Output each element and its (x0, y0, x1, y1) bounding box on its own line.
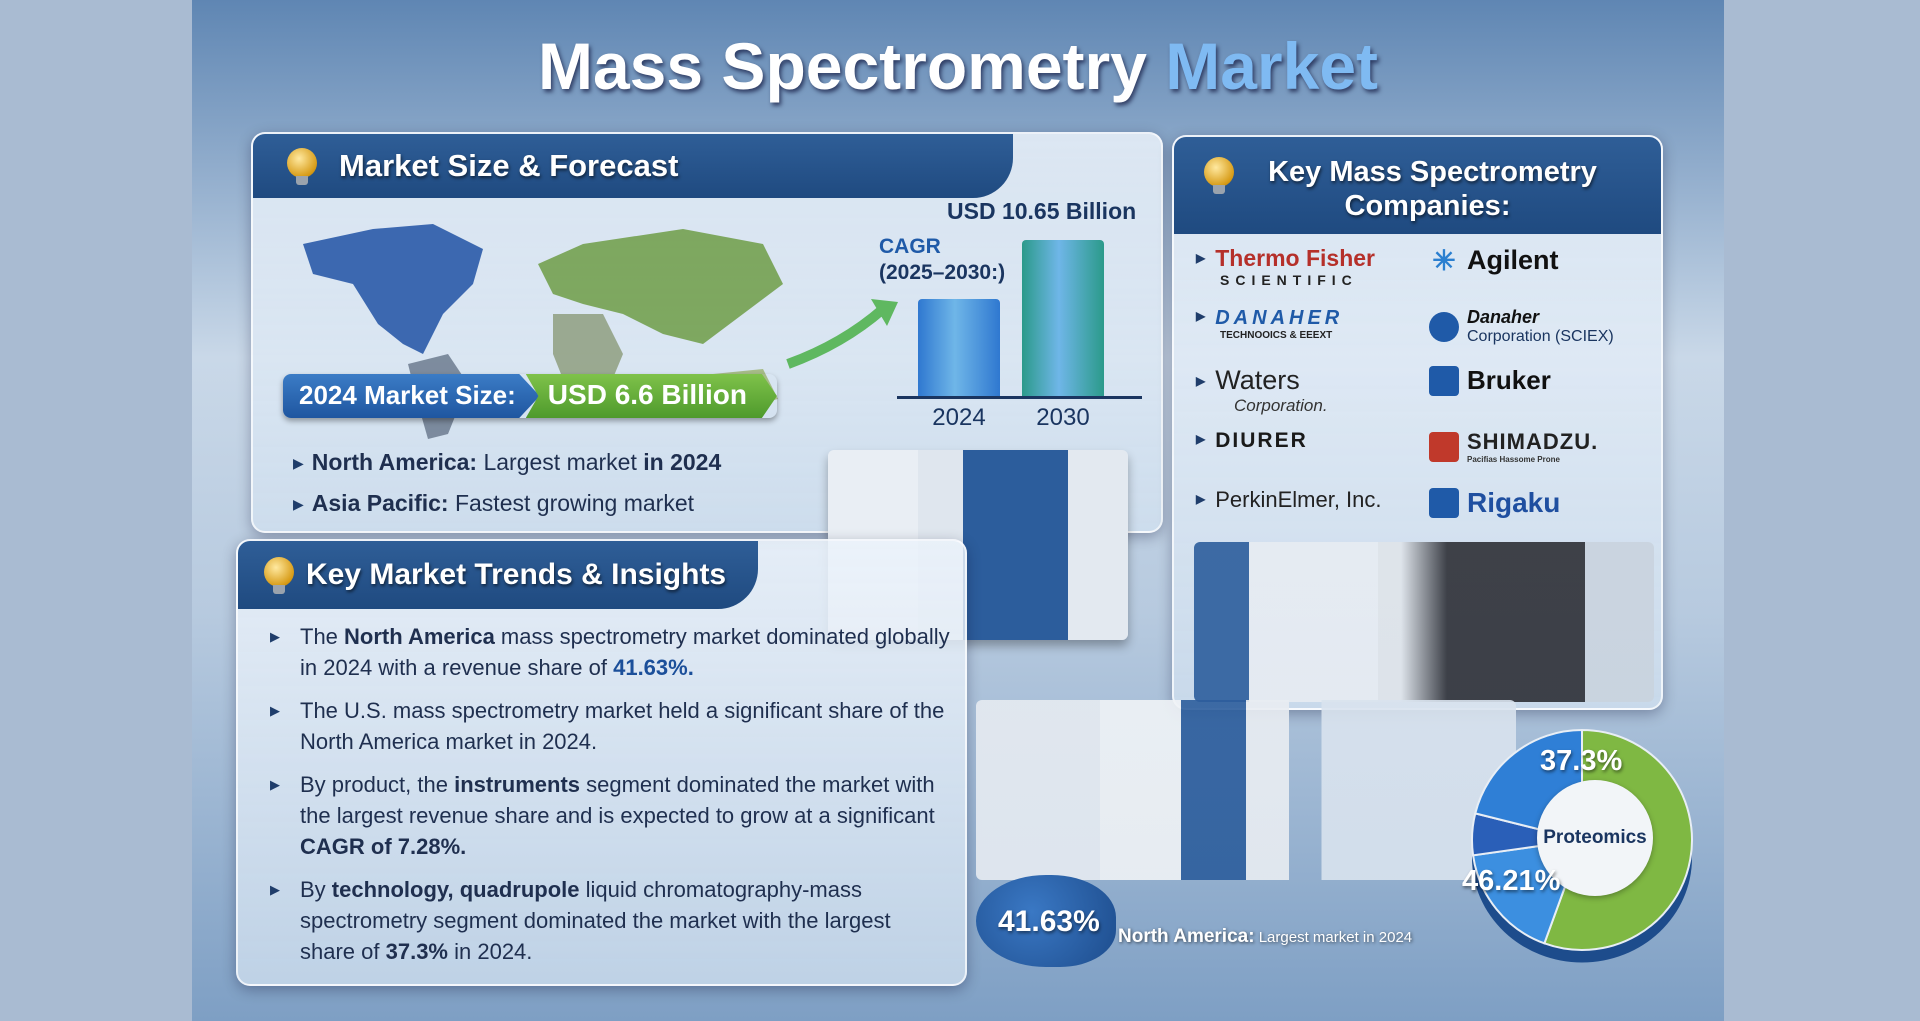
bruker-cube-icon (1429, 365, 1459, 396)
lightbulb-icon (287, 148, 317, 186)
shimadzu-logo-icon (1429, 431, 1459, 462)
company-logo: ▶ Thermo Fisher SCIENTIFIC (1196, 245, 1375, 288)
bullet-arrow-icon: ▶ (1196, 492, 1206, 506)
lightbulb-icon (264, 557, 294, 595)
bullet-north-america: ▶ North America: Largest market in 2024 (293, 442, 721, 483)
pie-label-0: 37.3% (1540, 745, 1623, 777)
market-size-panel: Market Size & Forecast 2024 Market Size:… (251, 132, 1163, 533)
growth-arrow-icon (786, 299, 898, 369)
bar-2030 (1022, 240, 1104, 396)
pie-label-1: 46.21% (1462, 865, 1561, 897)
company-logo: Bruker (1429, 365, 1551, 396)
company-logo: ▶ DANAHER TECHNOOICS & EEEXT (1196, 307, 1344, 341)
bullet-arrow-icon: ▶ (1196, 374, 1206, 388)
companies-panel: Key Mass Spectrometry Companies: ▶ Thermo… (1172, 135, 1663, 710)
company-logo: ▶ DIURER (1196, 429, 1308, 452)
market-size-pill: 2024 Market Size: USD 6.6 Billion (283, 374, 777, 418)
bullet-arrow-icon: ▶ (1196, 309, 1206, 323)
company-logo: Rigaku (1429, 487, 1560, 519)
company-logo: Danaher Corporation (SCIEX) (1429, 307, 1614, 346)
bar-label: 2030 (1036, 404, 1090, 431)
cagr-label: CAGR (2025–2030:) (879, 235, 1006, 284)
company-logo: ▶ Waters Corporation. (1196, 365, 1328, 415)
companies-header: Key Mass Spectrometry Companies: (1174, 137, 1661, 234)
trend-item: ▶ By product, the instruments segment dom… (270, 769, 950, 862)
market-size-header: Market Size & Forecast (253, 134, 1013, 198)
trends-header: Key Market Trends & Insights (238, 541, 758, 609)
company-logo: ▶ PerkinElmer, Inc. (1196, 487, 1382, 512)
bullet-arrow-icon: ▶ (1196, 251, 1206, 265)
bullet-arrow-icon: ▶ (270, 882, 280, 897)
region-share-caption: North America: Largest market in 2024 (1118, 926, 1413, 947)
bullet-asia-pacific: ▶ Asia Pacific: Fastest growing market (293, 483, 721, 524)
trend-item: ▶ By technology, quadrupole liquid chroma… (270, 874, 950, 967)
bullet-arrow-icon: ▶ (293, 496, 304, 512)
region-share-value: 41.63% (998, 905, 1100, 938)
page-title: Mass Spectrometry Market (537, 29, 1379, 103)
danaher-logo-icon (1429, 311, 1459, 342)
rigaku-logo-icon (1429, 488, 1459, 518)
bar-chart-baseline (897, 396, 1142, 399)
trends-list: ▶ The North America mass spectrometry mar… (270, 621, 950, 979)
bar-2024 (918, 299, 1000, 396)
trend-item: ▶ The U.S. mass spectrometry market held … (270, 695, 950, 757)
infographic: Mass Spectrometry Market Market Size & F… (192, 0, 1724, 1021)
lab-instruments-image (976, 700, 1516, 880)
bullet-arrow-icon: ▶ (1196, 432, 1206, 446)
forecast-value: USD 10.65 Billion (947, 198, 1137, 224)
bar-label: 2024 (932, 404, 986, 431)
bullet-arrow-icon: ▶ (293, 455, 304, 471)
trends-panel: Key Market Trends & Insights ▶ The North … (236, 539, 967, 986)
bullet-arrow-icon: ▶ (270, 629, 280, 644)
region-share-badge (976, 875, 1116, 967)
lightbulb-icon (1204, 157, 1234, 195)
trend-item: ▶ The North America mass spectrometry mar… (270, 621, 950, 683)
agilent-starburst-icon: ✳ (1432, 244, 1456, 276)
pie-center-label: Proteomics (1537, 780, 1653, 896)
bullet-arrow-icon: ▶ (270, 777, 280, 792)
company-logo: ✳ Agilent (1429, 244, 1558, 276)
bullet-arrow-icon: ▶ (270, 703, 280, 718)
market-size-bullets: ▶ North America: Largest market in 2024 ▶… (293, 442, 721, 524)
lab-equipment-laptop-image (1194, 542, 1654, 702)
company-logo: SHIMADZU. Pacifias Hassome Prone (1429, 429, 1598, 464)
